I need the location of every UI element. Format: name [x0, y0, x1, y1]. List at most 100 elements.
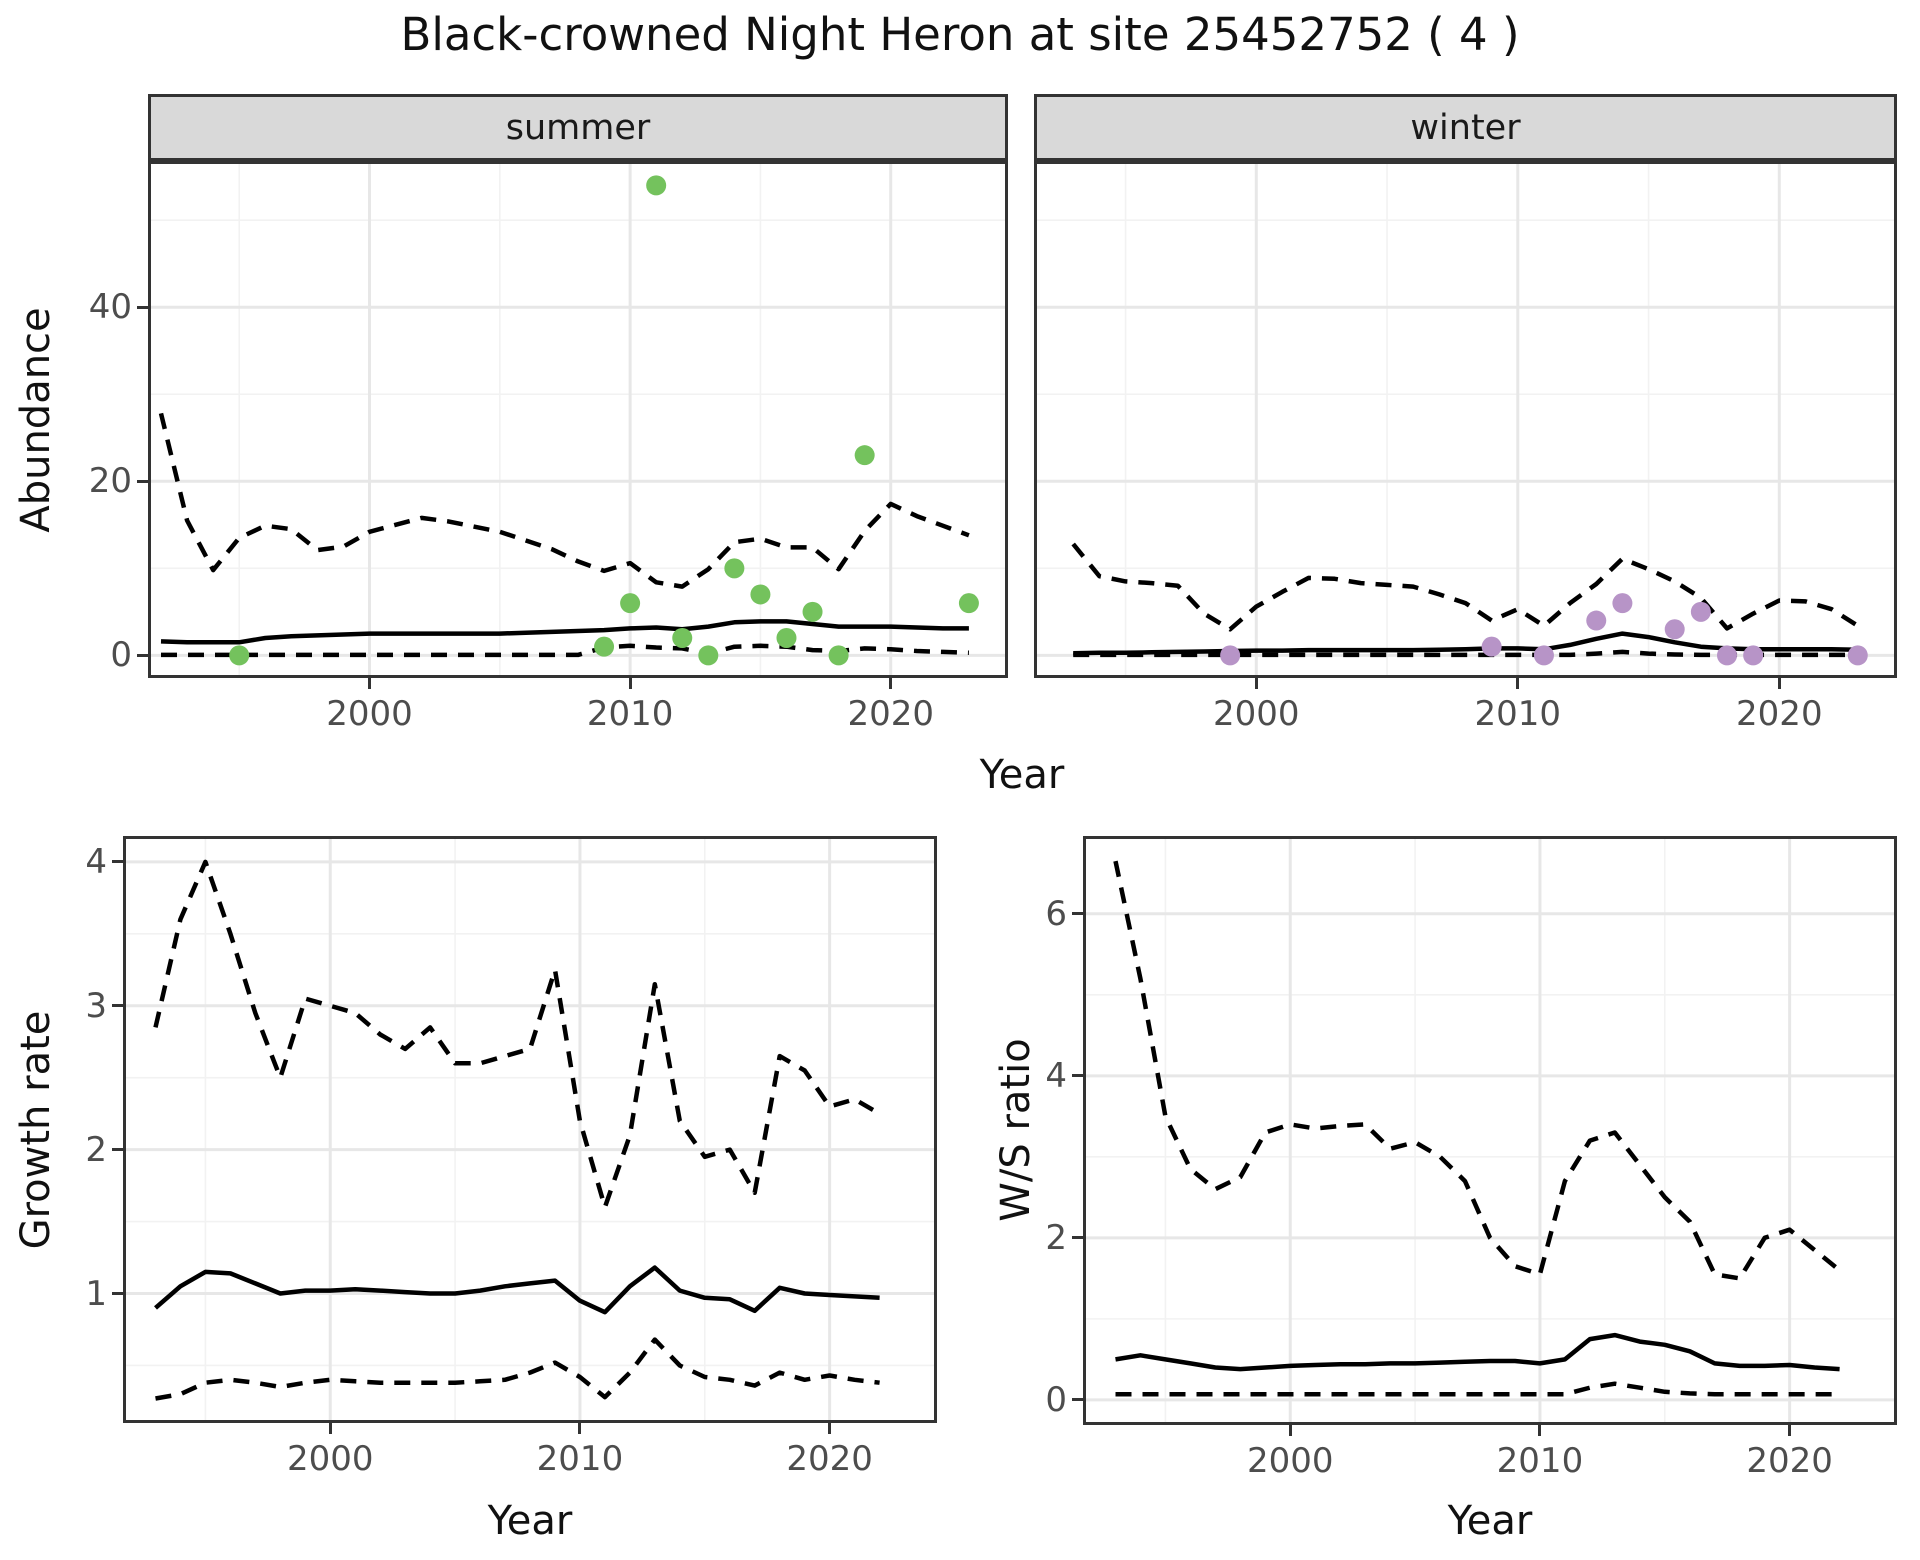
y-tick-mark: [112, 1148, 123, 1152]
y-tick-label: 3: [85, 985, 107, 1026]
x-tick-mark: [889, 678, 893, 689]
summer-observation-point: [594, 636, 615, 657]
panel-growth-rate: [123, 836, 937, 1423]
summer-observation-point: [854, 445, 875, 466]
x-tick-label: 2020: [1736, 694, 1823, 734]
y-tick-label: 2: [85, 1129, 107, 1170]
y-tick-label: 20: [88, 461, 132, 502]
x-tick-label: 2000: [1213, 694, 1300, 734]
summer-median-line: [160, 619, 969, 645]
y-tick-label: 40: [88, 287, 132, 328]
panel-border: [1083, 836, 1897, 1425]
x-tick-label: 2000: [326, 694, 413, 734]
growth-plot-area: [123, 836, 937, 1423]
x-tick-mark: [1288, 1425, 1292, 1436]
summer-observation-point: [672, 627, 693, 648]
x-axis-title-year-top: Year: [979, 752, 1065, 798]
x-tick-mark: [628, 678, 632, 689]
x-tick-mark: [828, 1423, 832, 1434]
y-tick-label: 0: [110, 635, 132, 676]
ws-median-line: [1115, 1332, 1840, 1372]
x-tick-label: 2010: [536, 1439, 624, 1479]
ws-plot-area: [1083, 836, 1897, 1425]
winter-observation-point: [1586, 610, 1607, 631]
winter-median-line: [1073, 631, 1858, 656]
ws-lower_ci-line: [1115, 1381, 1840, 1397]
y-tick-mark: [137, 653, 148, 657]
x-tick-label: 2000: [286, 1439, 374, 1479]
summer-observation-point: [724, 558, 745, 579]
chart-title: Black-crowned Night Heron at site 254527…: [400, 8, 1520, 61]
facet-strip-winter: winter: [1034, 94, 1897, 161]
summer-observation-point: [646, 175, 667, 196]
x-tick-label: 2010: [586, 694, 674, 734]
ws-upper_ci-line: [1113, 860, 1842, 1281]
growth-lower_ci-line: [155, 1337, 880, 1401]
x-tick-mark: [1777, 678, 1781, 689]
y-tick-mark: [1072, 1074, 1083, 1078]
x-tick-mark: [1788, 1425, 1792, 1436]
summer-observation-point: [828, 645, 849, 666]
x-axis-title-year-ws: Year: [1447, 1498, 1533, 1544]
winter-observation-point: [1612, 593, 1633, 614]
winter-upper_ci-line: [1071, 542, 1860, 632]
summer-observation-point: [698, 645, 719, 666]
winter-observation-point: [1664, 619, 1685, 640]
x-tick-label: 2020: [847, 694, 934, 734]
summer-observation-point: [802, 601, 823, 622]
y-tick-mark: [112, 1004, 123, 1008]
y-tick-label: 4: [1045, 1055, 1067, 1096]
x-tick-label: 2000: [1246, 1441, 1334, 1481]
x-tick-label: 2020: [1746, 1441, 1833, 1481]
summer-observation-point: [620, 593, 641, 614]
winter-observation-point: [1847, 645, 1868, 666]
summer-observation-point: [776, 627, 797, 648]
y-tick-mark: [112, 1292, 123, 1295]
panel-abundance-winter: [1034, 161, 1897, 678]
winter-observation-point: [1690, 601, 1711, 622]
x-tick-mark: [368, 678, 371, 689]
summer-plot-area: [148, 161, 1008, 678]
summer-observation-point: [958, 593, 979, 614]
y-tick-mark: [1072, 912, 1083, 916]
facet-strip-summer: summer: [148, 94, 1008, 161]
facet-strip-winter-label: winter: [1410, 107, 1521, 148]
x-tick-label: 2010: [1496, 1441, 1584, 1481]
x-tick-mark: [578, 1423, 582, 1434]
winter-observation-point: [1481, 636, 1502, 657]
winter-observation-point: [1717, 645, 1738, 666]
winter-plot-area: [1034, 161, 1897, 678]
winter-observation-point: [1533, 645, 1554, 666]
y-tick-label: 2: [1045, 1217, 1067, 1258]
winter-observation-point: [1220, 645, 1241, 666]
y-tick-label: 4: [85, 841, 107, 882]
summer-observation-point: [750, 584, 771, 605]
panel-abundance-summer: [148, 161, 1008, 678]
panel-ws-ratio: [1083, 836, 1897, 1425]
growth-median-line: [154, 1265, 880, 1315]
y-tick-mark: [1072, 1398, 1083, 1402]
panel-border: [123, 836, 937, 1423]
x-tick-mark: [1254, 678, 1258, 689]
x-tick-mark: [328, 1423, 332, 1434]
y-tick-mark: [1072, 1236, 1083, 1240]
x-axis-title-year-growth: Year: [487, 1498, 573, 1544]
x-tick-label: 2010: [1474, 694, 1562, 734]
y-tick-mark: [137, 305, 148, 309]
y-tick-label: 1: [85, 1273, 107, 1314]
x-tick-mark: [1516, 678, 1520, 689]
panel-border: [148, 161, 1008, 678]
summer-upper_ci-line: [158, 412, 970, 589]
panel-border: [1034, 161, 1897, 678]
facet-strip-summer-label: summer: [505, 107, 651, 148]
y-tick-label: 0: [1045, 1379, 1067, 1420]
x-tick-label: 2020: [786, 1439, 873, 1479]
y-tick-mark: [137, 479, 148, 483]
y-tick-label: 6: [1045, 893, 1067, 934]
growth-upper_ci-line: [153, 859, 881, 1210]
x-tick-mark: [1538, 1425, 1542, 1436]
summer-observation-point: [229, 645, 250, 666]
y-tick-mark: [112, 860, 123, 864]
winter-observation-point: [1743, 645, 1764, 666]
